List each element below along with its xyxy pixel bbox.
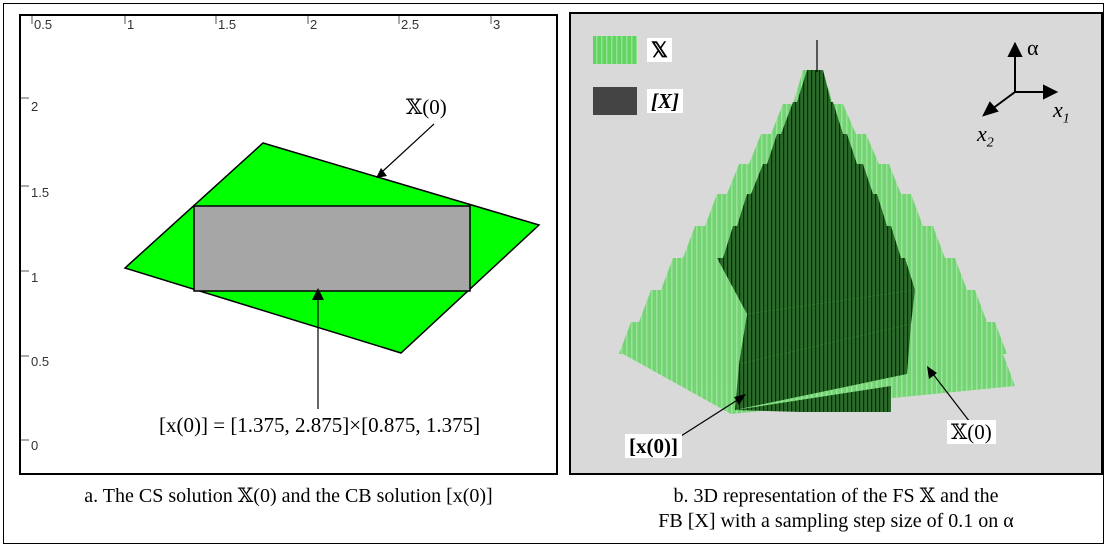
y-tick: 0.5 <box>31 354 50 369</box>
fb-pyramid <box>717 70 915 412</box>
legend-label-fs: 𝕏 <box>647 38 672 62</box>
set-pointer-line <box>382 123 435 172</box>
fb-pointer-label: [x(0)] <box>625 434 682 458</box>
set-pointer-arrowhead <box>376 168 387 178</box>
axes-triad <box>982 41 1059 117</box>
x-tick: 0.5 <box>34 17 53 32</box>
fs-pointer-label: 𝕏(0) <box>947 420 996 444</box>
panel-a-plot: 0.5 1 1.5 2 2.5 3 2 1.5 1 0.5 0 𝕏(0) [x(… <box>19 14 558 475</box>
y-tick: 1.5 <box>31 185 50 200</box>
axis-label-x2: x2 <box>977 121 994 151</box>
fs-pointer-arrowhead <box>927 366 937 379</box>
caption-b-line2: FB [X] with a sampling step size of 0.1 … <box>658 510 1014 532</box>
legend-label-fb: [X] <box>647 89 683 113</box>
caption-a: a. The CS solution 𝕏(0) and the CB solut… <box>84 485 493 507</box>
axis-label-x1: x1 <box>1053 97 1070 127</box>
y-tick: 1 <box>31 270 39 285</box>
axis-label-alpha: α <box>1027 35 1039 60</box>
y-tick: 0 <box>31 438 39 453</box>
x-tick: 3 <box>493 17 501 32</box>
figure-frame <box>3 3 1104 544</box>
legend-swatch-fb <box>593 87 637 115</box>
caption-b: b. 3D representation of the FS 𝕏 and the… <box>569 484 1103 534</box>
fs-pointer-line <box>932 373 974 427</box>
box-solution-rectangle <box>193 205 471 292</box>
fb-pointer-arrowhead <box>734 394 746 405</box>
x-tick: 2 <box>310 17 318 32</box>
box-pointer-arrowhead <box>312 288 324 300</box>
x-tick: 1 <box>127 17 135 32</box>
x-tick: 1.5 <box>218 17 237 32</box>
feasible-set-label: 𝕏(0) <box>406 95 447 119</box>
fb-pointer-line <box>680 398 740 437</box>
panel-a-svg <box>21 16 541 441</box>
panel-b-3d: 𝕏 [X] α x1 x2 [x(0)] 𝕏(0) <box>569 12 1103 475</box>
legend-swatch-fs <box>593 36 637 64</box>
box-solution-label: [x(0)] = [1.375, 2.875]×[0.875, 1.375] <box>159 413 481 437</box>
x-tick: 2.5 <box>401 17 420 32</box>
panel-b-svg <box>593 36 1059 437</box>
caption-b-line1: b. 3D representation of the FS 𝕏 and the <box>673 485 999 507</box>
y-tick: 2 <box>31 99 39 114</box>
